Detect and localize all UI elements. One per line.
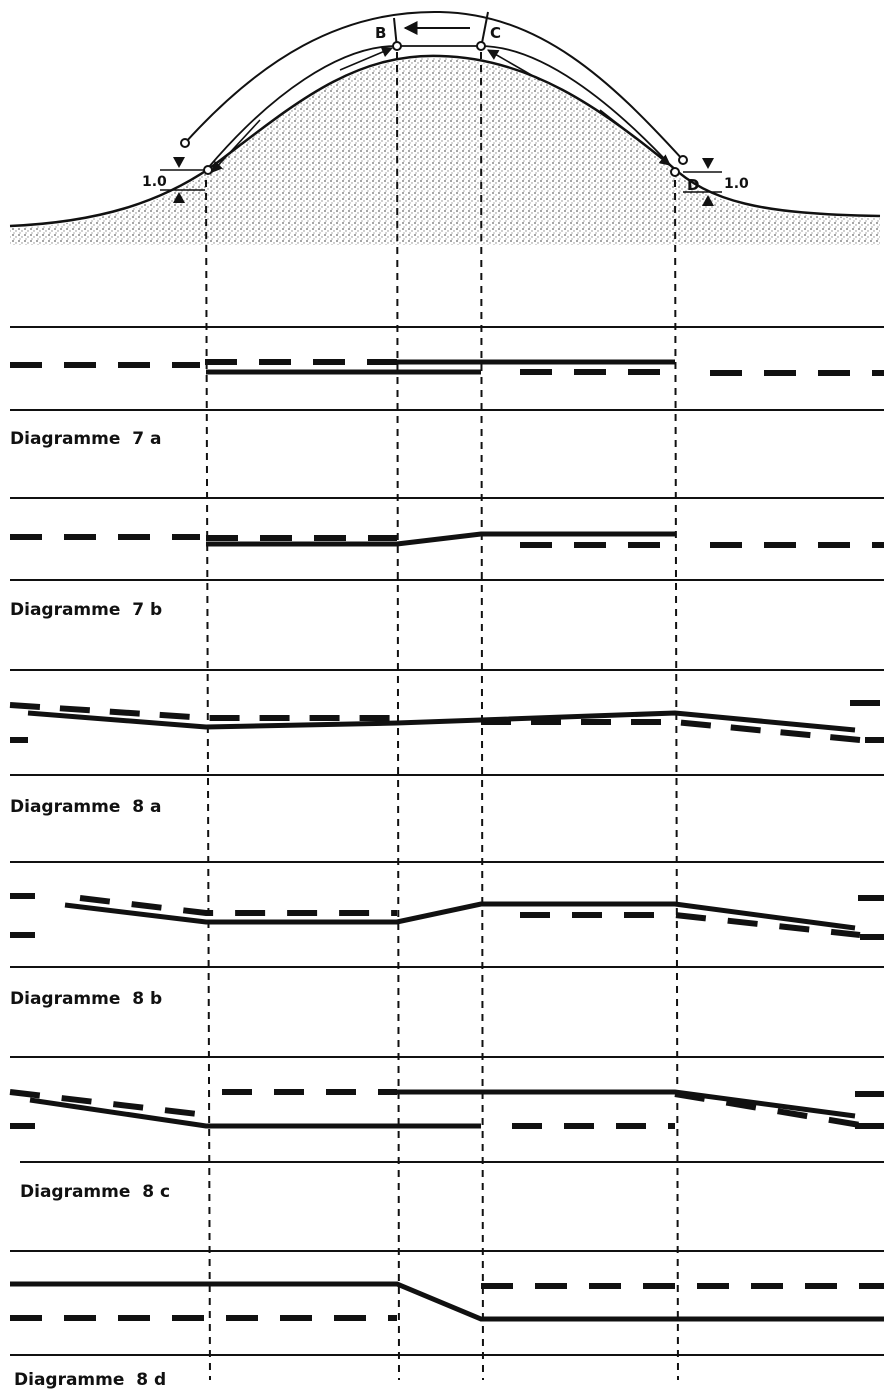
dimension-label-left: 1.0 [142, 174, 167, 190]
arrow-a-b [211, 119, 261, 173]
diagram-title-8a: Diagramme 8 a [10, 797, 161, 817]
ground-fill [10, 57, 880, 245]
diagram-8c: Diagramme 8 c [9, 1056, 884, 1202]
dimension-label-right: 1.0 [724, 176, 749, 192]
vline-c [480, 51, 484, 1381]
diagram-8b: Diagramme 8 b [10, 861, 884, 1009]
label-d: D [687, 176, 699, 194]
lane-solid-7a [206, 359, 675, 375]
arrow-c-d [599, 109, 671, 166]
point-eye-right [678, 155, 688, 165]
diagram-title-8c: Diagramme 8 c [20, 1182, 170, 1202]
label-c: C [490, 24, 501, 42]
diagram-7b: Diagramme 7 b [10, 497, 884, 620]
diagram-title-7a: Diagramme 7 a [10, 429, 161, 449]
hill-profile: B C D 1.0 1.0 [9, 10, 881, 245]
diagram-7a: Diagramme 7 a [10, 326, 884, 449]
diagram-8d: Diagramme 8 d [10, 1250, 884, 1390]
dimension-left: 1.0 [142, 157, 205, 203]
arrow-b-a [339, 46, 394, 71]
vline-a [205, 179, 211, 1381]
lane-dash-7a [10, 359, 884, 376]
dimension-right: 1.0 [683, 158, 749, 206]
vertical-reference-lines [205, 51, 679, 1381]
point-eye-left [180, 138, 190, 148]
diagram-title-7b: Diagramme 7 b [10, 600, 162, 620]
sight-line-upper [184, 10, 684, 161]
sight-line-inner [207, 45, 676, 171]
label-b: B [375, 24, 386, 42]
diagram-8a: Diagramme 8 a [9, 669, 884, 817]
point-b [392, 41, 402, 51]
arrow-d-c [487, 49, 541, 81]
vline-b [396, 51, 400, 1381]
point-a [203, 165, 213, 175]
point-d [670, 167, 680, 177]
point-c [476, 41, 486, 51]
diagram-title-8d: Diagramme 8 d [14, 1370, 166, 1390]
diagram-title-8b: Diagramme 8 b [10, 989, 162, 1009]
vline-d [674, 179, 679, 1381]
